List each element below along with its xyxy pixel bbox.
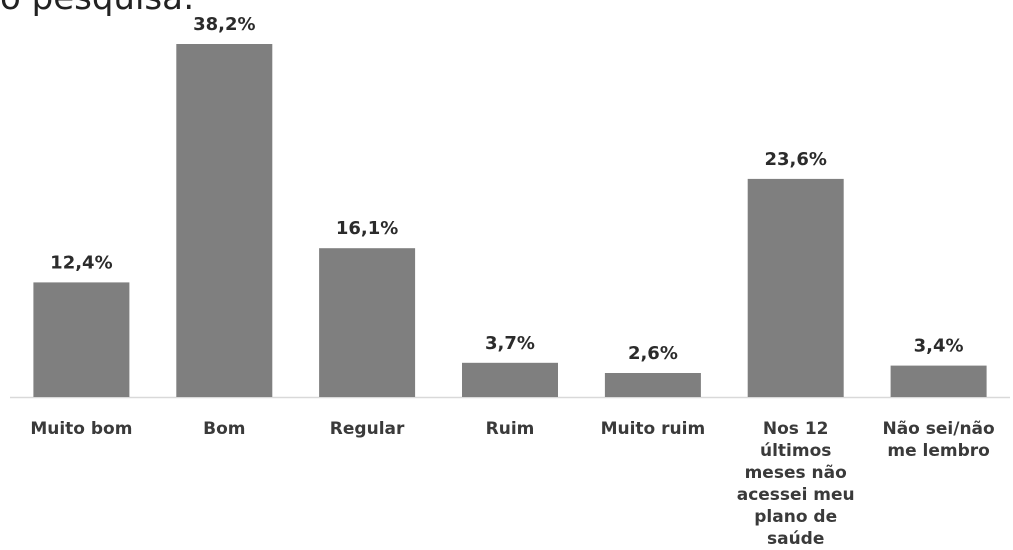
category-label: Bom	[203, 419, 246, 439]
bar	[176, 44, 273, 397]
bar	[319, 248, 416, 397]
bar-value-label: 12,4%	[50, 252, 112, 273]
bar-value-label: 2,6%	[628, 343, 678, 364]
bar	[890, 365, 987, 397]
bar-value-label: 16,1%	[336, 218, 398, 239]
category-label: Ruim	[485, 419, 535, 439]
bar	[604, 373, 701, 397]
category-label: Muito bom	[30, 419, 133, 439]
bar	[33, 282, 130, 397]
category-label: Muito ruim	[600, 419, 706, 439]
category-label: Nos 12 últimos meses não acessei meu pla…	[736, 419, 855, 549]
bar-value-label: 3,4%	[914, 336, 964, 357]
category-label: Regular	[329, 419, 405, 439]
chart-title: o pesquisa:	[0, 0, 194, 18]
bar-value-label: 3,7%	[485, 333, 535, 354]
category-label: Não sei/não me lembro	[882, 419, 995, 461]
bar	[462, 362, 558, 397]
bar-value-label: 23,6%	[764, 149, 826, 170]
bar	[747, 178, 844, 397]
bar-value-label: 38,2%	[193, 14, 255, 35]
